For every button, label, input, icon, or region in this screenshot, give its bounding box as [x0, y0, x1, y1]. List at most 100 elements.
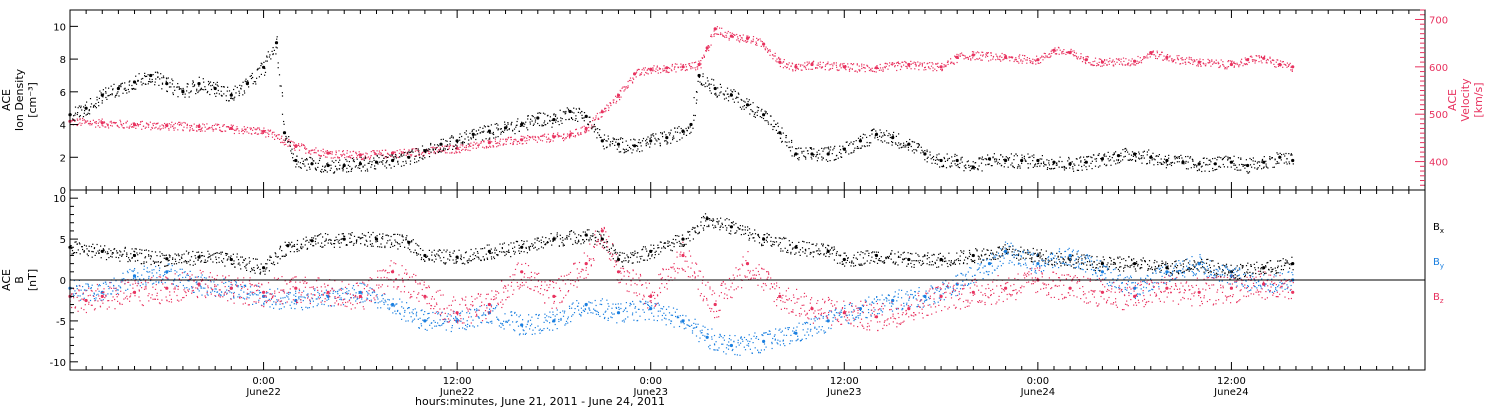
density-sample [899, 144, 901, 146]
bx-sample [431, 254, 433, 256]
velocity-sample [268, 130, 270, 132]
density-sample [586, 116, 588, 118]
velocity-sample [970, 59, 972, 61]
density-sample [292, 157, 294, 159]
density-sample [385, 162, 387, 164]
velocity-sample [294, 149, 296, 151]
velocity-sample [608, 109, 610, 111]
density-sample [544, 113, 546, 115]
velocity-sample [990, 59, 992, 61]
density-sample [1182, 159, 1184, 161]
bx-sample [394, 244, 396, 247]
density-sample [1256, 168, 1258, 170]
velocity-sample [934, 68, 936, 70]
density-sample [995, 160, 998, 162]
density-sample [350, 170, 352, 172]
velocity-sample [1127, 62, 1129, 65]
density-sample [244, 80, 246, 82]
velocity-sample [752, 38, 754, 40]
velocity-sample [155, 123, 157, 125]
density-sample [649, 146, 651, 148]
density-sample [625, 148, 627, 150]
density-sample [565, 119, 567, 121]
density-sample [664, 140, 666, 142]
bx-sample [561, 241, 563, 244]
density-sample [397, 163, 399, 165]
bx-sample [526, 240, 528, 242]
density-sample [1187, 161, 1189, 163]
velocity-sample [761, 41, 763, 43]
bx-sample [218, 261, 220, 263]
bx-sample [523, 251, 525, 253]
bx-sample [221, 251, 223, 253]
density-sample [992, 156, 994, 158]
velocity-sample [405, 154, 407, 156]
bx-sample [490, 248, 492, 250]
velocity-sample [717, 33, 719, 35]
density-sample [421, 157, 423, 159]
velocity-sample [941, 69, 943, 71]
density-sample [483, 125, 485, 127]
bx-sample [204, 261, 206, 263]
density-sample [627, 144, 629, 146]
velocity-sample [1281, 61, 1283, 63]
density-sample [791, 155, 793, 157]
bx-sample [365, 239, 367, 241]
bx-sample [216, 262, 218, 264]
velocity-sample [633, 78, 635, 80]
velocity-sample [84, 120, 86, 122]
bx-sample [245, 264, 247, 266]
density-sample [542, 112, 545, 114]
velocity-sample [1126, 64, 1128, 66]
velocity-sample [201, 127, 203, 129]
velocity-sample [1029, 62, 1031, 64]
velocity-sample [1248, 58, 1250, 60]
bx-sample [510, 256, 512, 258]
density-sample [405, 160, 407, 162]
velocity-sample [308, 150, 310, 152]
density-sample [1162, 163, 1164, 165]
bx-sample [709, 218, 711, 220]
density-sample [854, 147, 856, 149]
density-sample [1010, 153, 1012, 155]
velocity-sample [1051, 49, 1053, 51]
density-sample [235, 92, 237, 94]
velocity-sample [362, 153, 364, 156]
velocity-sample [411, 148, 413, 150]
bx-sample [300, 244, 303, 246]
density-sample [609, 145, 611, 147]
bx-sample [546, 242, 548, 244]
velocity-sample [407, 153, 409, 155]
density-sample [695, 102, 697, 104]
velocity-sample [92, 119, 94, 121]
velocity-sample [1208, 62, 1210, 64]
bx-sample [661, 247, 663, 249]
bx-sample [437, 254, 439, 256]
velocity-sample [260, 132, 262, 134]
density-sample [581, 114, 583, 116]
velocity-sample [305, 148, 307, 150]
bx-sample [692, 226, 694, 229]
density-sample [979, 157, 981, 159]
density-sample [855, 140, 857, 142]
density-sample [849, 143, 851, 145]
density-sample [1017, 164, 1020, 166]
density-point [407, 155, 411, 159]
velocity-sample [1026, 59, 1028, 61]
bx-sample [115, 256, 117, 258]
bx-sample [634, 250, 636, 252]
velocity-sample [624, 89, 626, 91]
bx-sample [252, 269, 254, 271]
density-sample [1221, 159, 1223, 161]
density-sample [364, 156, 366, 158]
bx-sample [360, 237, 362, 239]
velocity-sample [833, 62, 835, 64]
density-sample [1170, 164, 1173, 167]
density-sample [1259, 165, 1261, 167]
density-sample [362, 166, 364, 168]
density-sample [1052, 168, 1054, 170]
velocity-sample [564, 138, 566, 140]
velocity-sample [767, 51, 769, 53]
density-sample [555, 121, 557, 123]
